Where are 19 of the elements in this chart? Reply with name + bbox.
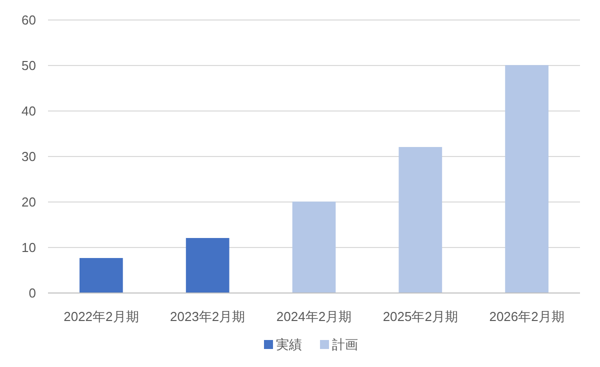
bar [186,238,230,294]
bar [505,65,548,294]
y-tick-label: 30 [22,149,36,164]
y-tick-label: 60 [22,12,36,28]
legend-label: 計画 [332,337,358,352]
y-tick-label: 50 [22,58,36,73]
x-tick-label: 2026年2月期 [489,309,564,324]
x-tick-label: 2023年2月期 [170,309,246,324]
y-tick-label: 0 [28,286,36,300]
y-tick-label: 40 [22,104,36,118]
x-tick-label: 2024年2月期 [276,309,352,324]
bar [292,202,336,294]
legend-label: 実績 [276,337,302,352]
bar [80,258,123,294]
bar [398,147,442,294]
y-tick-label: 20 [22,194,36,210]
x-tick-label: 2025年2月期 [382,309,458,324]
x-tick-label: 2022年2月期 [64,309,139,324]
y-tick-label: 10 [22,240,36,255]
